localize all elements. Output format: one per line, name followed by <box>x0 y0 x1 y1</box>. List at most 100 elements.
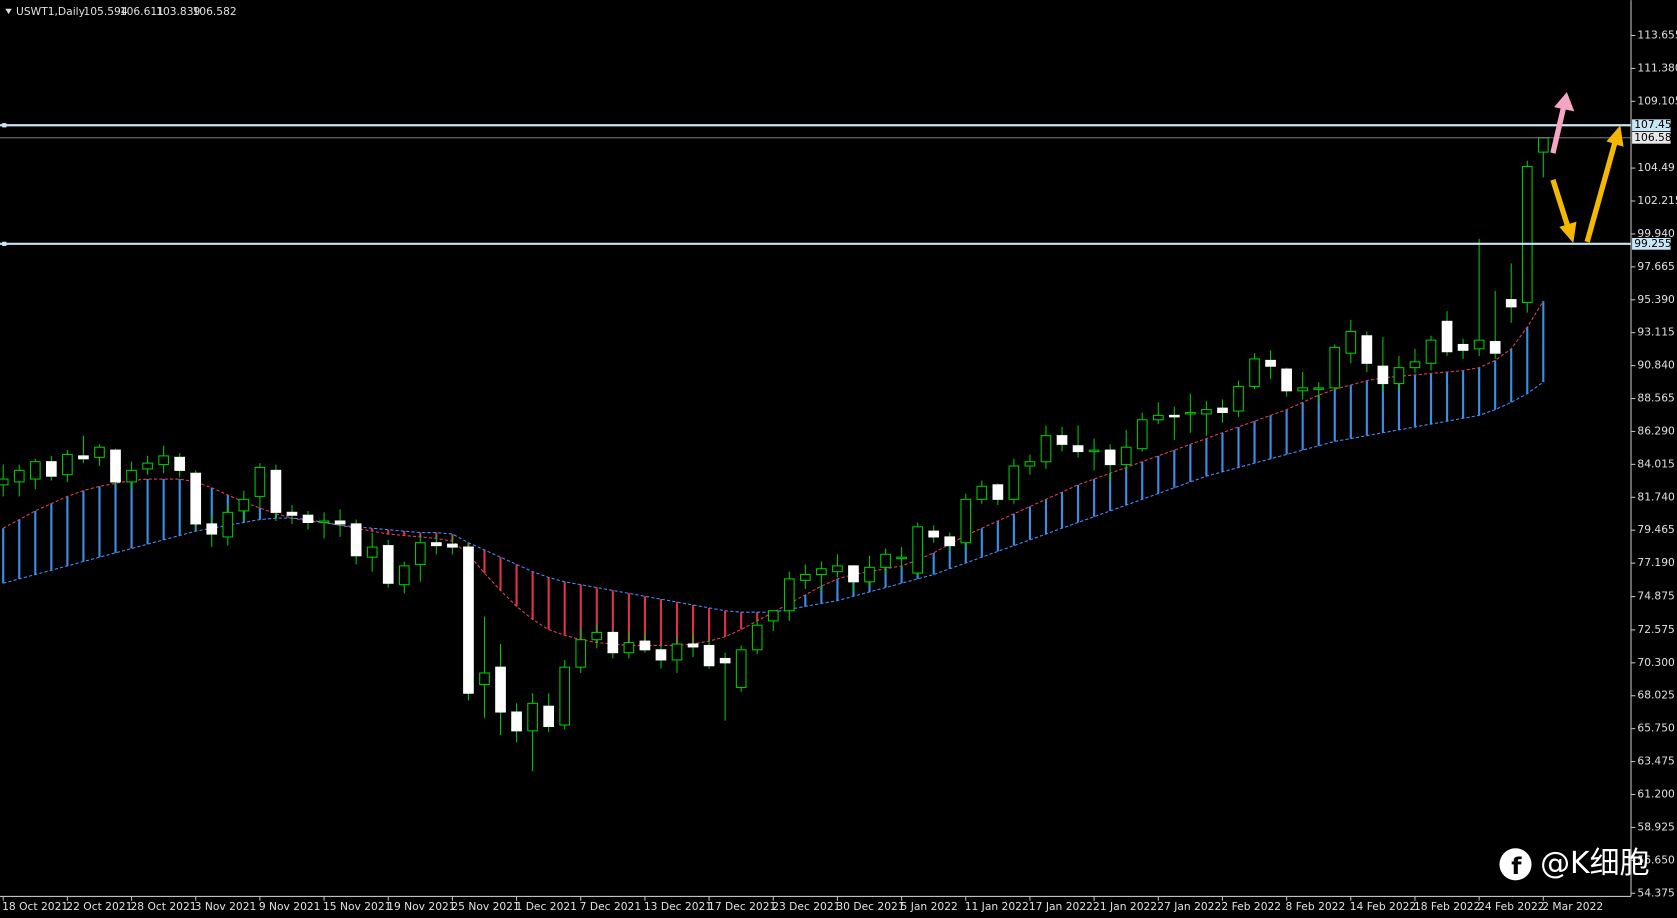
candle-body <box>479 672 490 686</box>
candle-body <box>382 545 394 584</box>
candle-body <box>992 484 1004 500</box>
candle-body <box>1024 461 1036 467</box>
candle-body <box>142 462 153 470</box>
arrows <box>1550 92 1624 243</box>
candle-body <box>1072 445 1084 453</box>
candle-body <box>703 644 715 667</box>
low-price: 103.839 <box>156 5 200 18</box>
candle-body <box>1185 411 1196 415</box>
current-price-label: 106.582 <box>1634 131 1677 144</box>
candle-body <box>1457 343 1469 351</box>
y-tick-label: 58.925 <box>1637 820 1674 833</box>
close-price: 106.582 <box>193 5 237 18</box>
candle-body <box>1040 435 1052 463</box>
yellow-arrow-up <box>1584 141 1618 243</box>
level-handle <box>2 123 7 128</box>
y-tick-label: 104.49 <box>1637 161 1675 174</box>
candle-body <box>1473 339 1485 350</box>
x-tick-label: 23 Dec 2021 <box>772 900 840 913</box>
candle-body <box>1281 368 1292 392</box>
candle-body <box>110 449 121 483</box>
x-tick-label: 5 Jan 2022 <box>901 900 958 913</box>
y-tick-label: 97.665 <box>1637 260 1674 273</box>
candle-body <box>832 565 843 573</box>
y-tick-label: 61.200 <box>1637 788 1675 801</box>
candle-body <box>190 472 202 525</box>
candle-body <box>1329 346 1341 389</box>
x-tick-label: 13 Dec 2021 <box>644 900 712 913</box>
x-tick-label: 28 Oct 2021 <box>130 900 196 913</box>
candle-body <box>94 446 105 458</box>
candle-layer <box>0 137 1549 772</box>
candle-body <box>1537 137 1549 153</box>
y-tick-label: 77.190 <box>1637 556 1675 569</box>
candle-body <box>1489 341 1501 354</box>
candle-body <box>687 643 699 648</box>
x-tick-label: 14 Feb 2022 <box>1350 900 1417 913</box>
candle-body <box>158 455 169 466</box>
y-tick-label: 84.015 <box>1637 457 1674 470</box>
candle-body <box>1136 419 1148 450</box>
x-tick-label: 19 Nov 2021 <box>387 900 455 913</box>
candle-body <box>816 568 827 576</box>
candle-body <box>447 543 458 548</box>
x-tick-label: 1 Dec 2021 <box>516 900 577 913</box>
candle-body <box>623 642 635 654</box>
candle-body <box>751 624 763 651</box>
candle-body <box>1168 414 1180 418</box>
candle-body <box>543 705 555 728</box>
candle-body <box>1233 385 1244 412</box>
candle-body <box>960 498 972 544</box>
x-tick-label: 27 Jan 2022 <box>1157 900 1221 913</box>
y-tick-label: 74.875 <box>1637 590 1674 603</box>
candle-body <box>1313 387 1325 390</box>
candle-body <box>286 511 298 516</box>
yellow-arrow-down <box>1550 179 1571 228</box>
x-tick-label: 8 Feb 2022 <box>1286 900 1346 913</box>
y-tick-label: 109.105 <box>1637 94 1677 107</box>
span-a-line <box>2 300 1544 646</box>
x-tick-label: 18 Oct 2021 <box>2 900 68 913</box>
x-tick-label: 21 Jan 2022 <box>1093 900 1157 913</box>
pink-arrow-head <box>1554 92 1575 112</box>
x-tick-label: 3 Nov 2021 <box>195 900 257 913</box>
watermark: f @K细胞 <box>1499 846 1650 881</box>
candle-body <box>350 523 362 557</box>
candle-body <box>431 542 442 547</box>
candle-body <box>1393 367 1405 385</box>
candle-body <box>1409 361 1421 369</box>
candle-body <box>1056 435 1068 445</box>
menu-triangle <box>5 8 12 15</box>
candle-body <box>1505 299 1517 308</box>
y-tick-label: 56.650 <box>1637 853 1675 866</box>
level-handle <box>2 241 7 246</box>
candle-body <box>848 565 859 583</box>
candle-body <box>783 578 795 612</box>
candle-body <box>126 469 137 483</box>
open-price: 105.594 <box>83 5 127 18</box>
candle-body <box>238 498 250 512</box>
candle-body <box>976 485 988 500</box>
x-tick-label: 25 Nov 2021 <box>451 900 519 913</box>
level-label: 99.255 <box>1634 237 1671 250</box>
x-tick-label: 30 Dec 2021 <box>836 900 904 913</box>
y-tick-label: 90.840 <box>1637 359 1675 372</box>
candle-body <box>302 514 314 523</box>
candle-body <box>607 631 619 654</box>
x-tick-label: 24 Feb 2022 <box>1478 900 1545 913</box>
y-tick-label: 68.025 <box>1637 689 1674 702</box>
candle-body <box>174 456 186 471</box>
candle-body <box>1008 465 1020 500</box>
candle-body <box>864 566 875 583</box>
y-tick-label: 63.475 <box>1637 755 1674 768</box>
y-tick-label: 65.750 <box>1637 722 1675 735</box>
candle-body <box>1361 335 1373 364</box>
yellow-arrow-down-head <box>1559 221 1577 243</box>
facebook-glyph: f <box>1511 852 1522 880</box>
candle-body <box>62 453 73 476</box>
candle-body <box>1217 407 1228 414</box>
candle-body <box>1088 449 1100 453</box>
